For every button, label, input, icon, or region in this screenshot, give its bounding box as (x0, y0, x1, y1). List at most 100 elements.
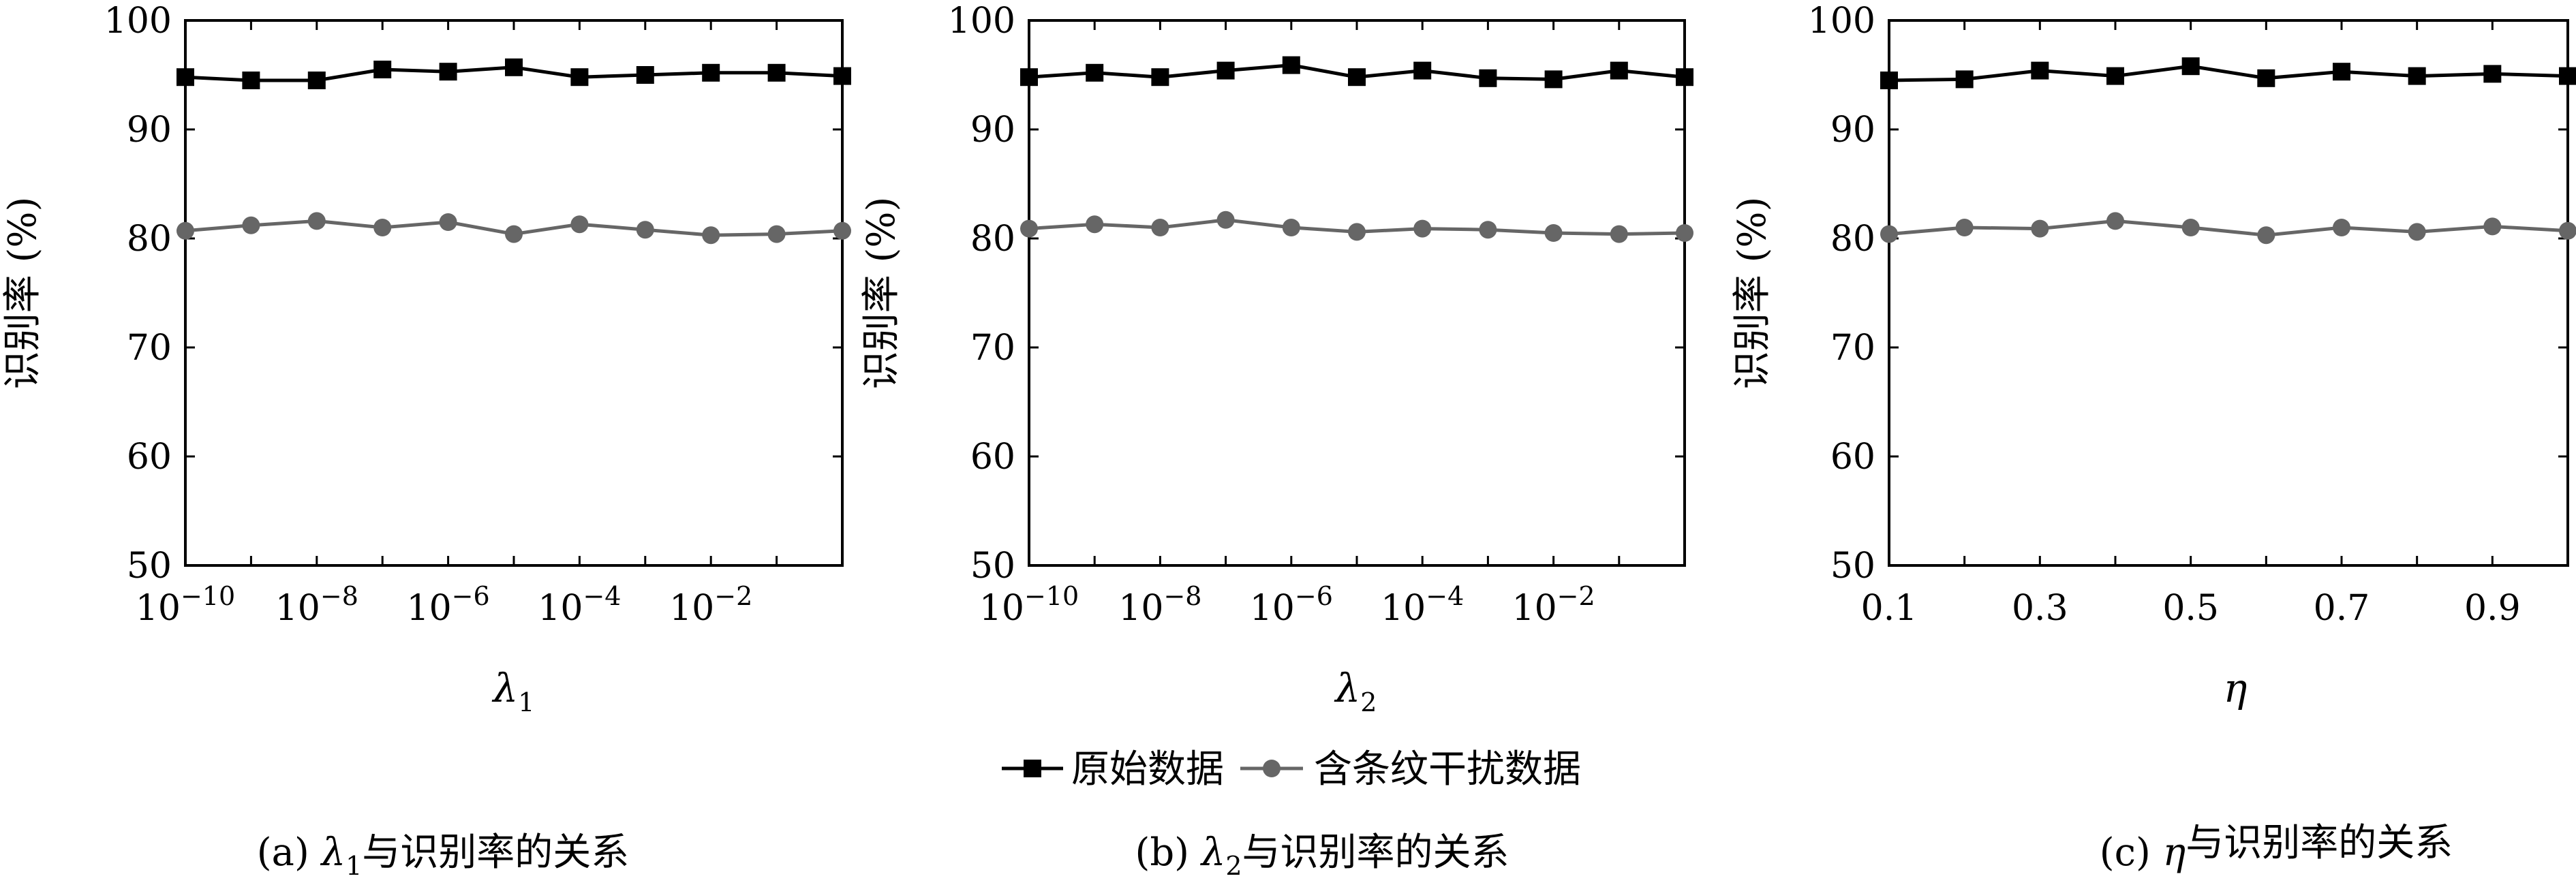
data-point-original (307, 72, 326, 89)
x-tick-label: 10−8 (275, 581, 358, 629)
y-tick-label: 90 (970, 110, 1015, 151)
x-tick-label: 0.9 (2464, 588, 2521, 629)
data-point-noisy (1544, 224, 1563, 242)
panel-caption: (c) η与识别率的关系 (2100, 821, 2453, 875)
series-layer (1020, 56, 1693, 243)
data-point-original (636, 66, 654, 84)
data-point-noisy (833, 221, 851, 240)
x-tick-label: 10−2 (1512, 581, 1595, 629)
plot-frame (184, 19, 844, 567)
y-tick-label: 80 (970, 219, 1015, 260)
y-tick-label: 100 (948, 1, 1015, 42)
y-tick-label: 60 (1830, 437, 1875, 478)
y-ticks: 50 60 70 80 90 100 (104, 1, 842, 587)
y-tick-label: 90 (127, 110, 172, 151)
data-point-original (2257, 69, 2275, 87)
data-point-original (2559, 67, 2576, 85)
data-point-noisy (702, 226, 720, 245)
data-point-original (1020, 68, 1038, 87)
y-tick-label: 50 (970, 546, 1015, 587)
data-point-original (177, 68, 194, 87)
x-tick-label: 0.7 (2314, 588, 2370, 629)
x-ticks: 10−10 10−8 10−6 10−4 10−2 (136, 20, 844, 629)
x-tick-label: 10−10 (136, 581, 235, 629)
data-point-original (767, 63, 786, 82)
data-point-noisy (505, 225, 523, 243)
data-point-noisy (2257, 226, 2275, 245)
data-point-original (2408, 67, 2426, 85)
y-tick-label: 70 (1830, 328, 1875, 369)
data-point-noisy (373, 219, 392, 236)
chart-panel-a: 识别率 (%) λ1 (a) λ1与识别率的关系 50 60 70 80 90 100 1… (1, 1, 851, 881)
series-line-noisy (1888, 219, 2569, 237)
data-point-noisy (767, 225, 786, 243)
data-point-noisy (1479, 221, 1497, 239)
y-tick-label: 50 (127, 546, 172, 587)
data-point-original (570, 68, 589, 87)
data-point-original (439, 63, 457, 81)
data-point-original (2181, 57, 2200, 76)
data-point-original (1955, 70, 1974, 89)
y-axis-label: 识别率 (%) (1730, 197, 1775, 390)
legend-marker-noisy (1263, 760, 1281, 777)
data-point-noisy (2333, 219, 2350, 236)
y-tick-label: 70 (970, 328, 1015, 369)
legend: 原始数据 含条纹干扰数据 (1002, 747, 1581, 792)
data-point-noisy (636, 221, 654, 239)
y-tick-label: 60 (970, 437, 1015, 478)
data-point-noisy (439, 213, 457, 231)
data-point-noisy (2181, 219, 2200, 236)
data-point-noisy (2408, 223, 2426, 241)
data-point-original (1216, 61, 1235, 80)
data-point-original (1479, 69, 1497, 87)
data-point-noisy (2483, 217, 2502, 236)
data-point-original (1676, 68, 1693, 87)
x-tick-label: 10−6 (406, 581, 489, 629)
x-tick-label: 10−6 (1250, 581, 1333, 629)
data-point-original (1544, 70, 1563, 89)
y-tick-label: 50 (1830, 546, 1875, 587)
chart-panel-c: 识别率 (%) η (c) η与识别率的关系 50 60 70 80 90 100 0.1… (1730, 1, 2576, 875)
y-tick-label: 80 (1830, 219, 1875, 260)
data-point-noisy (242, 216, 260, 234)
legend-item-noisy: 含条纹干扰数据 (1240, 747, 1581, 792)
plot-frame (1888, 19, 2569, 567)
data-point-noisy (1020, 219, 1038, 238)
data-point-original (2106, 67, 2124, 85)
data-point-noisy (1413, 219, 1432, 238)
data-point-original (1086, 63, 1104, 82)
data-point-original (2031, 61, 2049, 80)
data-point-original (373, 61, 392, 78)
series-layer (177, 58, 851, 245)
data-point-noisy (1086, 215, 1104, 234)
x-ticks: 10−10 10−8 10−6 10−4 10−2 (979, 20, 1686, 629)
x-tick-label: 10−8 (1118, 581, 1201, 629)
plot-frame (1028, 19, 1686, 567)
data-point-noisy (1282, 219, 1300, 236)
legend-item-original: 原始数据 (1002, 747, 1224, 792)
data-point-noisy (1955, 219, 1974, 236)
data-point-noisy (2559, 221, 2576, 240)
y-ticks: 50 60 70 80 90 100 (948, 1, 1685, 587)
data-point-original (1880, 72, 1898, 89)
data-point-original (1151, 68, 1169, 87)
x-tick-label: 0.5 (2162, 588, 2219, 629)
y-tick-label: 100 (104, 1, 172, 42)
data-point-noisy (1348, 223, 1366, 241)
chart-panel-b: 识别率 (%) λ2 (b) λ2与识别率的关系 50 60 70 80 90 100 1… (859, 1, 1693, 881)
data-point-original (242, 72, 260, 89)
data-point-original (2483, 65, 2502, 83)
x-axis-label: λ2 (1334, 665, 1377, 717)
legend-label-noisy: 含条纹干扰数据 (1314, 747, 1581, 792)
y-tick-label: 90 (1830, 110, 1875, 151)
x-axis-label: η (2224, 665, 2248, 711)
data-point-noisy (2106, 212, 2124, 230)
y-tick-label: 100 (1808, 1, 1875, 42)
data-point-original (2333, 63, 2350, 81)
data-point-original (1413, 61, 1432, 80)
data-point-noisy (2031, 219, 2049, 238)
data-point-noisy (570, 215, 589, 234)
x-tick-label: 10−4 (538, 581, 621, 629)
data-point-original (833, 67, 851, 85)
